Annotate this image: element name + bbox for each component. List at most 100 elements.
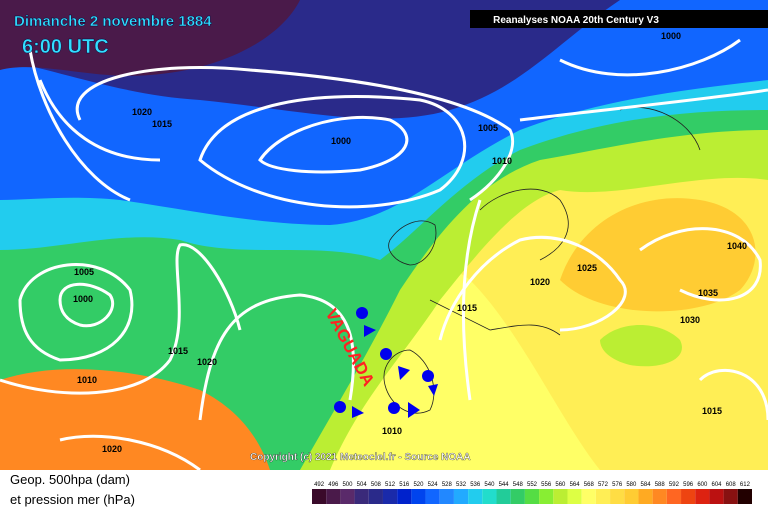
scale-swatch — [709, 489, 724, 504]
scale-label: 516 — [399, 482, 410, 488]
color-scale: 492 496 500 504 508 512 516 520 524 528 532 536 540 5… — [312, 482, 752, 504]
scale-label: 536 — [470, 482, 481, 488]
scale-label: 564 — [570, 482, 581, 488]
scale-swatch — [567, 489, 582, 504]
isobar-label: 1005 — [478, 123, 498, 133]
scale-label: 568 — [584, 482, 595, 488]
isobar — [0, 243, 355, 421]
scale-label: 532 — [456, 482, 467, 488]
isobar — [258, 115, 409, 174]
scale-label: 528 — [442, 482, 453, 488]
isobar — [75, 65, 515, 202]
scale-swatch — [382, 489, 398, 504]
front-symbol — [380, 348, 392, 360]
scale-label: 508 — [371, 482, 382, 488]
isobar-label: 1025 — [577, 263, 597, 273]
title: Dimanche 2 novembre 1884 — [14, 13, 212, 30]
scale-swatch — [468, 489, 483, 504]
coastline — [383, 107, 701, 414]
scale-label: 512 — [385, 482, 396, 488]
scale-swatch — [595, 489, 611, 504]
front-symbol — [408, 402, 420, 418]
isobar-label: 1015 — [168, 346, 188, 356]
scale-swatch — [539, 489, 554, 504]
front-symbol — [364, 325, 376, 337]
scale-label: 604 — [712, 482, 723, 488]
scale-swatch — [723, 489, 738, 504]
scale-label: 612 — [740, 482, 751, 488]
isobar-label: 1040 — [727, 241, 747, 251]
scale-label: 572 — [598, 482, 609, 488]
isobar-labels: 1000102010151000100510101040100510001025… — [73, 31, 747, 454]
isobar-label: 1020 — [197, 357, 217, 367]
scale-label: 600 — [697, 482, 708, 488]
scale-swatch — [581, 489, 596, 504]
scale-label: 608 — [726, 482, 737, 488]
scale-swatch — [737, 489, 752, 504]
legend-line: et pression mer (hPa) — [10, 492, 135, 507]
isobar — [59, 199, 768, 472]
scale-swatch — [610, 489, 625, 504]
isobar-label: 1010 — [492, 156, 512, 166]
isobar-label: 1030 — [680, 315, 700, 325]
scale-swatch — [510, 489, 525, 504]
copyright: Copyright (c) 2021 Meteociel.fr - Source… — [250, 452, 471, 463]
front-symbol — [352, 406, 364, 418]
scale-label: 584 — [641, 482, 652, 488]
source-box — [470, 10, 768, 28]
scale-label: 588 — [655, 482, 666, 488]
scale-swatch — [681, 489, 696, 504]
scale-label: 560 — [555, 482, 566, 488]
legend-line: Geop. 500hpa (dam) — [10, 472, 130, 487]
isobar — [519, 38, 768, 122]
isobar-label: 1020 — [132, 107, 152, 117]
scale-swatch — [439, 489, 454, 504]
front-symbol — [334, 401, 346, 413]
isobar — [198, 95, 467, 209]
scale-label: 496 — [328, 482, 339, 488]
scale-swatch — [695, 489, 710, 504]
scale-label: 544 — [499, 482, 510, 488]
scale-label: 580 — [626, 482, 637, 488]
band — [600, 325, 682, 367]
front-symbol — [398, 366, 410, 380]
scale-label: 592 — [669, 482, 680, 488]
isobar — [438, 227, 762, 341]
scale-swatch — [397, 489, 412, 504]
isobar — [28, 49, 161, 202]
front-symbol — [388, 402, 400, 414]
isobar-label: 1005 — [74, 267, 94, 277]
isobar — [18, 263, 134, 362]
isobar-label: 1020 — [530, 277, 550, 287]
scale-swatch — [368, 489, 383, 504]
isobar-label: 1010 — [382, 426, 402, 436]
isobar-label: 1000 — [73, 294, 93, 304]
scale-label: 500 — [342, 482, 353, 488]
symbols — [334, 307, 438, 418]
scale-label: 576 — [612, 482, 623, 488]
front-symbol — [428, 384, 438, 396]
scale-label: 556 — [541, 482, 552, 488]
scale-swatch — [326, 489, 341, 504]
isobar-label: 1020 — [102, 444, 122, 454]
scale-label: 520 — [413, 482, 424, 488]
scale-swatch — [425, 489, 440, 504]
scale-swatch — [638, 489, 653, 504]
scale-swatch — [411, 489, 426, 504]
band — [0, 0, 300, 76]
scale-swatch — [354, 489, 369, 504]
scale-swatch — [482, 489, 497, 504]
scale-label: 504 — [357, 482, 368, 488]
scale-label: 596 — [683, 482, 694, 488]
source-label: Reanalyses NOAA 20th Century V3 — [493, 15, 659, 26]
scale-swatch — [312, 489, 327, 504]
scale-swatch — [496, 489, 511, 504]
isobar-label: 1000 — [331, 136, 351, 146]
isobar-label: 1015 — [152, 119, 172, 129]
scale-swatch — [524, 489, 540, 504]
scale-label: 552 — [527, 482, 538, 488]
isobar-label: 1015 — [457, 303, 477, 313]
scale-swatch — [453, 489, 469, 504]
